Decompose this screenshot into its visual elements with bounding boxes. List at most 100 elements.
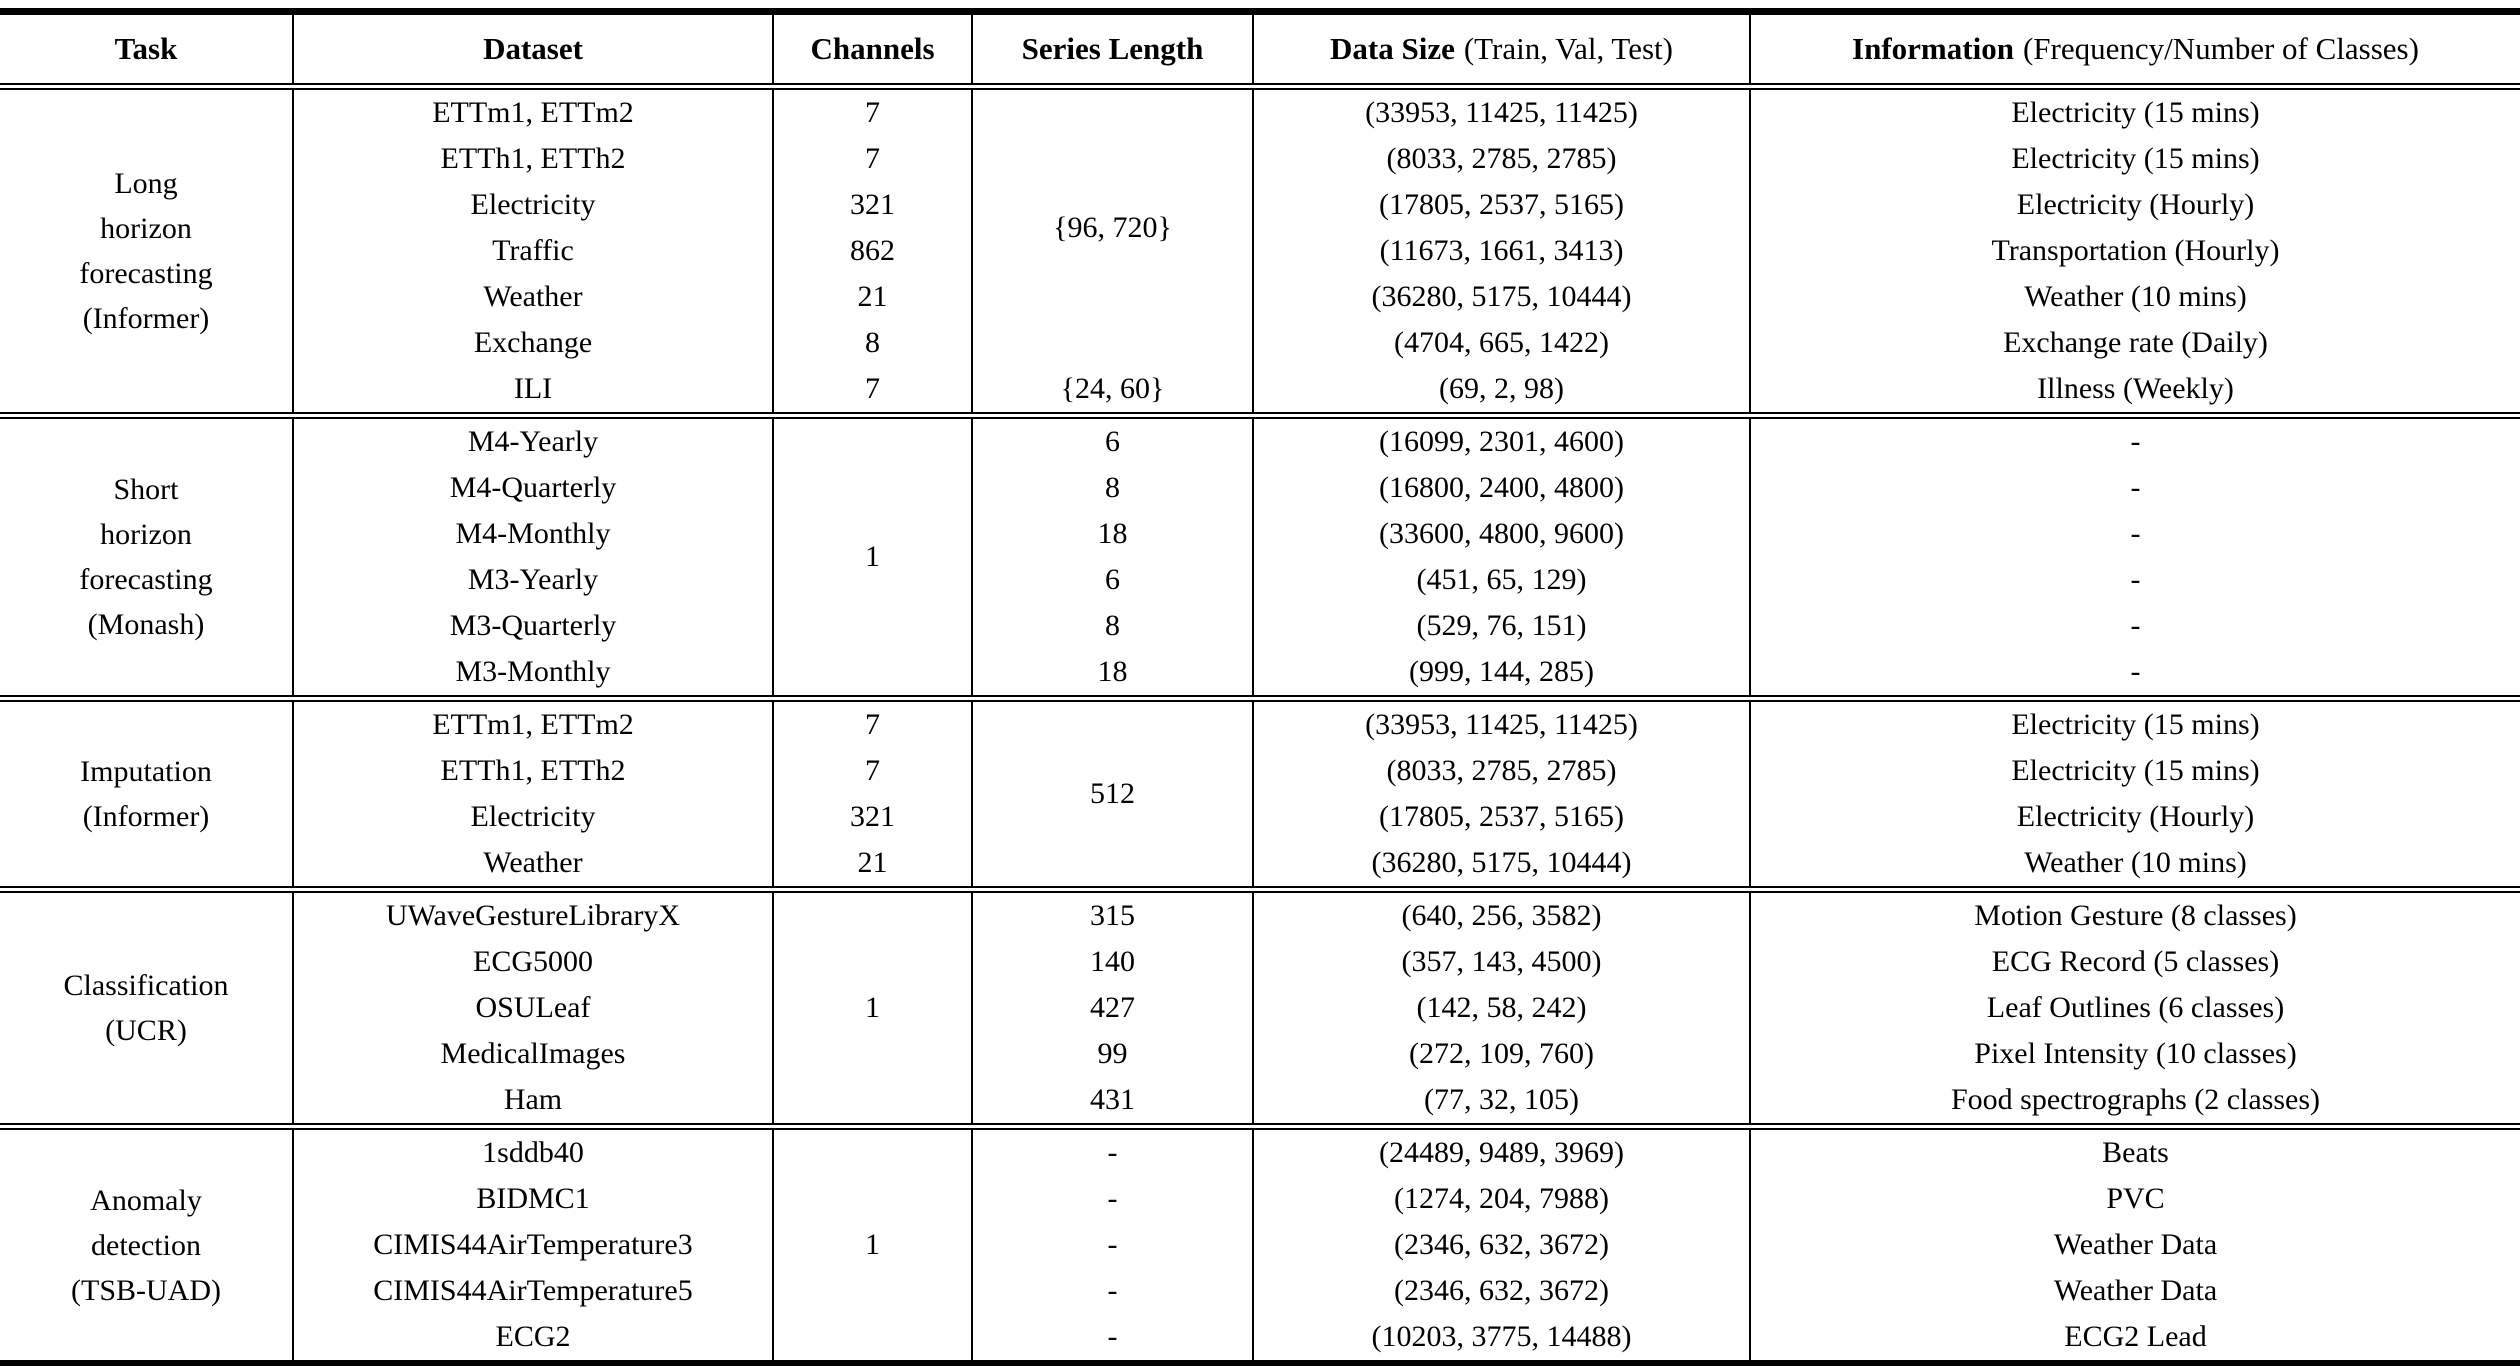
cell-dataset: M4-Yearly <box>293 415 774 465</box>
cell-series-length: 427 <box>972 985 1254 1031</box>
cell-channels: 7 <box>773 86 973 136</box>
table-row: CIMIS44AirTemperature5 - (2346, 632, 367… <box>0 1268 2520 1314</box>
section-imputation: Imputation (Informer) ETTm1, ETTm2 7 512… <box>0 698 2520 890</box>
cell-information: Electricity (Hourly) <box>2016 800 2255 833</box>
cell-information: - <box>2130 517 2141 550</box>
table-row: Imputation (Informer) ETTm1, ETTm2 7 512… <box>0 698 2520 890</box>
cell-data-size: (2346, 632, 3672) <box>1253 1222 1751 1268</box>
cell-information: Weather (10 mins) <box>2024 280 2247 313</box>
cell-dataset: OSULeaf <box>293 985 774 1031</box>
cell-data-size: (8033, 2785, 2785) <box>1253 136 1751 182</box>
cell-information: Beats <box>2102 1136 2169 1169</box>
cell-dataset: Traffic <box>293 228 774 274</box>
col-header-data-size-bold: Data Size <box>1330 31 1455 67</box>
cell-data-size: (142, 58, 242) <box>1253 985 1751 1031</box>
cell-information: Motion Gesture (8 classes) <box>1974 899 2297 932</box>
cell-data-size: (999, 144, 285) <box>1253 649 1751 699</box>
table-row: M4-Quarterly 8 (16800, 2400, 4800) - <box>0 465 2520 511</box>
col-header-task: Task <box>0 11 294 87</box>
col-header-dataset: Dataset <box>293 11 774 87</box>
cell-channels: 21 <box>773 274 973 320</box>
cell-dataset: Electricity <box>293 794 774 840</box>
cell-series-length: - <box>972 1126 1254 1176</box>
datasets-table: Task Dataset Channels Series Length Data… <box>0 8 2520 1366</box>
cell-information: Leaf Outlines (6 classes) <box>1986 991 2285 1024</box>
cell-channels: 7 <box>773 366 973 416</box>
cell-dataset: M3-Quarterly <box>293 603 774 649</box>
cell-data-size: (33953, 11425, 11425) <box>1253 86 1751 136</box>
cell-data-size: (2346, 632, 3672) <box>1253 1268 1751 1314</box>
cell-information: Weather Data <box>2053 1228 2218 1261</box>
cell-information: Exchange rate (Daily) <box>2003 326 2268 359</box>
cell-data-size: (1274, 204, 7988) <box>1253 1176 1751 1222</box>
table-row: OSULeaf 427 (142, 58, 242) Leaf Outlines… <box>0 985 2520 1031</box>
cell-information: Transportation (Hourly) <box>1991 234 2280 267</box>
table-row: ILI 7 {24, 60} (69, 2, 98) Illness (Week… <box>0 366 2520 416</box>
cell-information: Illness (Weekly) <box>2037 372 2234 405</box>
table-row: ECG2 - (10203, 3775, 14488) ECG2 Lead <box>0 1314 2520 1364</box>
cell-dataset: M4-Quarterly <box>293 465 774 511</box>
cell-information: ECG2 Lead <box>2064 1320 2207 1353</box>
cell-data-size: (4704, 665, 1422) <box>1253 320 1751 366</box>
cell-channels-merged: 1 <box>773 415 973 699</box>
cell-data-size: (17805, 2537, 5165) <box>1253 794 1751 840</box>
cell-dataset: ECG2 <box>293 1314 774 1364</box>
table-row: ECG5000 140 (357, 143, 4500) ECG Record … <box>0 939 2520 985</box>
cell-information: Weather (10 mins) <box>2024 846 2247 879</box>
cell-series-length: 18 <box>972 649 1254 699</box>
cell-series-length: 315 <box>972 889 1254 939</box>
cell-dataset: MedicalImages <box>293 1031 774 1077</box>
cell-dataset: UWaveGestureLibraryX <box>293 889 774 939</box>
cell-data-size: (36280, 5175, 10444) <box>1253 840 1751 890</box>
cell-data-size: (77, 32, 105) <box>1253 1077 1751 1127</box>
table-row: Weather 21 (36280, 5175, 10444) Weather … <box>0 274 2520 320</box>
cell-dataset: CIMIS44AirTemperature5 <box>293 1268 774 1314</box>
cell-task: Imputation (Informer) <box>0 698 294 890</box>
cell-channels: 862 <box>773 228 973 274</box>
cell-data-size: (640, 256, 3582) <box>1253 889 1751 939</box>
table-row: Traffic 862 (11673, 1661, 3413) Transpor… <box>0 228 2520 274</box>
cell-dataset: Electricity <box>293 182 774 228</box>
cell-series-length: - <box>972 1222 1254 1268</box>
cell-information: Weather Data <box>2053 1274 2218 1307</box>
cell-series-length-merged: 512 <box>972 698 1254 890</box>
cell-dataset: 1sddb40 <box>293 1126 774 1176</box>
cell-information: - <box>2130 471 2141 504</box>
cell-information: PVC <box>2106 1182 2165 1215</box>
cell-channels: 321 <box>773 794 973 840</box>
section-classification: Classification (UCR) UWaveGestureLibrary… <box>0 889 2520 1127</box>
cell-information: - <box>2130 609 2141 642</box>
section-short-horizon-forecasting: Short horizon forecasting (Monash) M4-Ye… <box>0 415 2520 699</box>
cell-dataset: M3-Monthly <box>293 649 774 699</box>
cell-task: Classification (UCR) <box>0 889 294 1127</box>
cell-series-length: - <box>972 1176 1254 1222</box>
cell-dataset: ETTh1, ETTh2 <box>293 748 774 794</box>
cell-data-size: (16800, 2400, 4800) <box>1253 465 1751 511</box>
table-row: Electricity 321 (17805, 2537, 5165) Elec… <box>0 182 2520 228</box>
col-header-information-bold: Information <box>1852 31 2014 67</box>
cell-data-size: (69, 2, 98) <box>1253 366 1751 416</box>
cell-information: Food spectrographs (2 classes) <box>1950 1083 2321 1116</box>
table-row: Long horizon forecasting (Informer) ETTm… <box>0 86 2520 416</box>
cell-information: Electricity (Hourly) <box>2016 188 2255 221</box>
cell-series-length: 6 <box>972 557 1254 603</box>
cell-dataset: ETTm1, ETTm2 <box>293 698 774 748</box>
col-header-channels: Channels <box>773 11 973 87</box>
cell-data-size: (529, 76, 151) <box>1253 603 1751 649</box>
cell-information: - <box>2130 563 2141 596</box>
cell-dataset: ILI <box>293 366 774 416</box>
table-row: Electricity 321 (17805, 2537, 5165) Elec… <box>0 794 2520 840</box>
table-row: Weather 21 (36280, 5175, 10444) Weather … <box>0 840 2520 890</box>
cell-task: Short horizon forecasting (Monash) <box>0 415 294 699</box>
cell-channels: 8 <box>773 320 973 366</box>
section-long-horizon-forecasting: Long horizon forecasting (Informer) ETTm… <box>0 86 2520 416</box>
cell-dataset: CIMIS44AirTemperature3 <box>293 1222 774 1268</box>
col-header-series-length: Series Length <box>972 11 1254 87</box>
table-row: M3-Monthly 18 (999, 144, 285) - <box>0 649 2520 699</box>
cell-dataset: M4-Monthly <box>293 511 774 557</box>
table-row: Exchange 8 (4704, 665, 1422) Exchange ra… <box>0 320 2520 366</box>
cell-information: - <box>2130 655 2141 688</box>
cell-series-length: 8 <box>972 603 1254 649</box>
table-row: ETTh1, ETTh2 7 (8033, 2785, 2785) Electr… <box>0 136 2520 182</box>
table-row: ETTh1, ETTh2 7 (8033, 2785, 2785) Electr… <box>0 748 2520 794</box>
